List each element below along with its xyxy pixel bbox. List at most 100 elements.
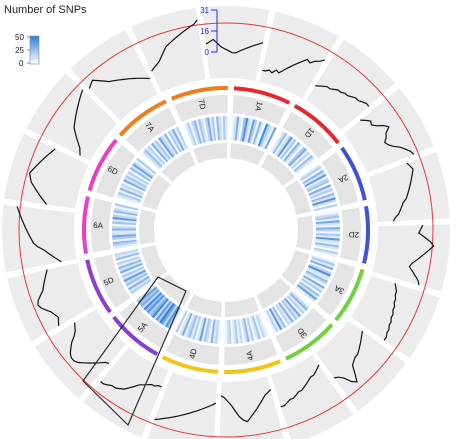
heatmap-cell — [315, 233, 340, 237]
heatmap-cell — [181, 312, 193, 336]
heatmap-cell — [262, 125, 275, 149]
heatmap-cell — [312, 199, 337, 208]
outer-track-line — [360, 119, 415, 155]
heatmap-cell — [255, 314, 266, 338]
heatmap-cell — [301, 167, 323, 183]
heatmap-cell — [145, 293, 164, 312]
legend-title: Number of SNPs — [4, 4, 87, 16]
heatmap-cell — [154, 139, 171, 160]
heatmap-cell — [308, 184, 332, 196]
heatmap-cell — [302, 276, 324, 292]
inner-track-panel — [139, 209, 157, 245]
chromosome-label: 5D — [102, 275, 115, 287]
heatmap-cell — [287, 146, 306, 166]
heatmap-cell — [263, 310, 277, 334]
heatmap-cell — [129, 277, 151, 293]
heatmap-cell — [248, 316, 257, 341]
inner-track-panel — [275, 308, 327, 353]
outer-track-panel — [271, 355, 354, 439]
heatmap-cell — [124, 271, 147, 285]
heatmap-cell — [253, 315, 264, 339]
chromosome-label: 4D — [188, 347, 199, 359]
heatmap-cell — [236, 116, 242, 141]
heatmap-cell — [122, 181, 145, 194]
heatmap-cell — [150, 142, 169, 163]
heatmap-cell — [237, 319, 243, 344]
heatmap-cell — [243, 118, 251, 143]
heatmap-cell — [112, 219, 137, 224]
outer-track-line — [262, 58, 325, 74]
heatmap-cell — [113, 243, 138, 250]
chromosome-label: 3A — [332, 283, 345, 296]
heatmap-cell — [300, 165, 322, 181]
chromosome-label: 4A — [245, 349, 256, 361]
heatmap-cell — [210, 319, 216, 344]
heatmap-cell — [142, 150, 162, 169]
heatmap-cell — [120, 185, 144, 197]
heatmap-cell — [302, 275, 325, 290]
heatmap-cell — [199, 317, 207, 342]
heatmap-cell — [238, 117, 244, 142]
heatmap-cell — [115, 252, 140, 261]
heatmap-cell — [224, 319, 227, 344]
chromosome-arc — [170, 86, 228, 101]
outer-track-panel — [7, 262, 95, 342]
heatmap-cell — [153, 299, 171, 320]
heatmap-cell — [197, 119, 206, 143]
outer-track-panel — [315, 320, 407, 411]
outer-track-line — [69, 322, 110, 364]
heatmap-cell — [123, 179, 146, 192]
heatmap-cell — [112, 234, 137, 238]
heatmap-cell — [314, 244, 339, 251]
heatmap-cell — [129, 167, 151, 182]
chromosome-arc — [362, 205, 370, 264]
outer-track-lines — [16, 19, 435, 423]
chromosome-label: 6A — [93, 221, 104, 230]
heatmap-cell — [123, 269, 146, 283]
heatmap-cell — [231, 116, 235, 141]
heatmap-cell — [258, 313, 270, 337]
outer-track-line — [333, 330, 363, 383]
heatmap-cell — [193, 120, 202, 144]
inner-track-panel — [96, 144, 136, 198]
chromosome-arc — [233, 86, 291, 105]
heatmap-cell — [127, 170, 150, 185]
outer-track-line — [151, 19, 198, 72]
heatmap-cell — [114, 205, 139, 213]
heatmap-cell — [225, 115, 228, 141]
heatmap-cell — [310, 190, 334, 201]
heatmap-cell — [165, 132, 180, 154]
heatmap-cell — [112, 216, 137, 222]
heatmap-cell — [313, 247, 338, 255]
heatmap-cell — [233, 319, 239, 344]
inner-track-panel — [295, 215, 313, 251]
heatmap-cell — [188, 121, 199, 145]
heatmap-cell — [208, 318, 214, 343]
chromosome-label: 7D — [197, 98, 208, 110]
heatmap-cell — [112, 228, 137, 231]
heatmap-cell — [257, 123, 269, 147]
outer-track-line — [73, 89, 84, 156]
heatmap-cell — [275, 135, 292, 157]
heatmap-cell — [252, 121, 262, 145]
heatmap-cell — [175, 126, 189, 150]
heatmap-cell — [125, 272, 148, 287]
heatmap-cell — [306, 177, 329, 191]
heatmap-cell — [271, 131, 286, 154]
inner-track-panel — [187, 294, 222, 317]
heatmap-cell — [158, 137, 174, 158]
heatmap-cell — [296, 284, 318, 301]
legend-colorbar — [29, 35, 40, 65]
heatmap-cell — [112, 230, 137, 233]
outer-track-panel — [259, 11, 339, 99]
heatmap-cell — [116, 254, 140, 263]
outer-track-line — [280, 364, 320, 408]
heatmap-cell — [121, 266, 145, 278]
outer-track-panel — [4, 133, 89, 209]
inner-track-panel — [339, 207, 361, 262]
heatmap-cell — [311, 194, 336, 205]
heatmap-cell — [310, 260, 334, 271]
heatmap-cell — [232, 319, 237, 344]
heatmap-cell — [114, 248, 139, 257]
